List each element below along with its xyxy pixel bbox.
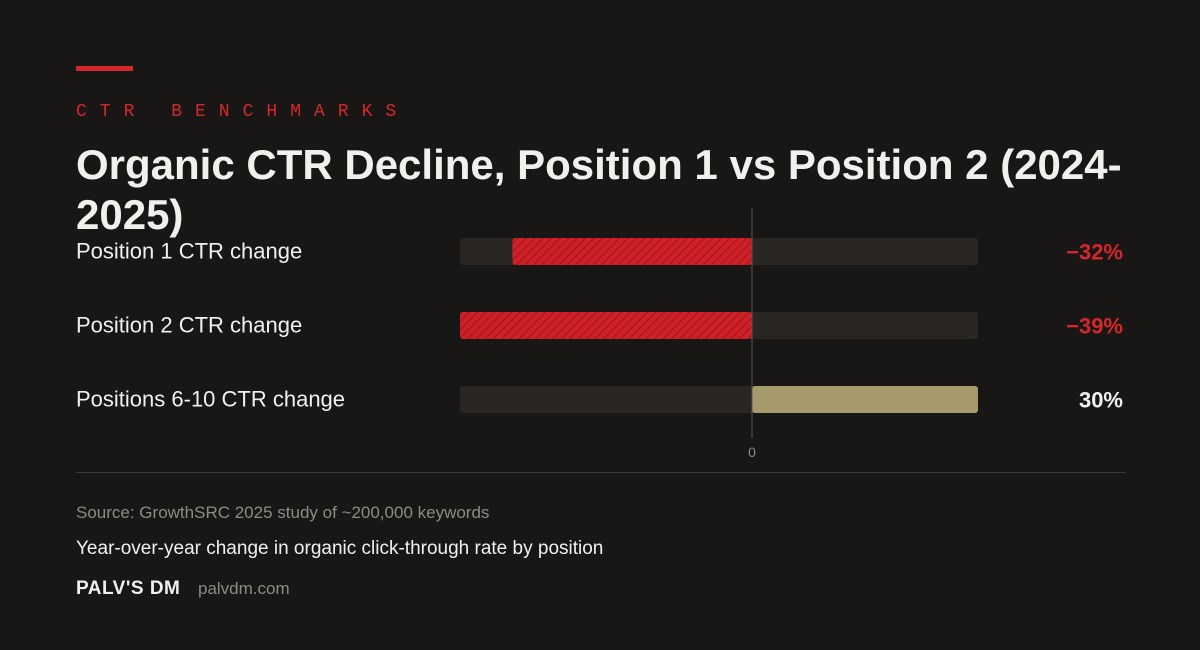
category-label: Positions 6-10 CTR change [76, 387, 345, 412]
bar [460, 312, 752, 339]
source-note: Source: GrowthSRC 2025 study of ~200,000… [76, 503, 490, 522]
bar [752, 386, 978, 413]
value-label: 30% [1079, 388, 1123, 413]
chart-subtitle: Year-over-year change in organic click-t… [76, 538, 604, 559]
zero-tick-label: 0 [748, 444, 756, 460]
accent-rule [76, 66, 133, 71]
eyebrow-label: CTR BENCHMARKS [76, 102, 410, 122]
footer-divider [76, 472, 1125, 473]
value-label: −39% [1066, 314, 1123, 339]
value-label: −32% [1066, 240, 1123, 265]
category-label: Position 1 CTR change [76, 239, 302, 264]
chart-title: Organic CTR Decline, Position 1 vs Posit… [76, 141, 1122, 238]
brand-website: palvdm.com [198, 579, 290, 598]
bar [512, 238, 752, 265]
brand-name: PALV'S DM [76, 578, 181, 599]
category-label: Position 2 CTR change [76, 313, 302, 338]
bar-chart: Position 1 CTR change −32% Position 2 CTR … [76, 208, 1123, 460]
